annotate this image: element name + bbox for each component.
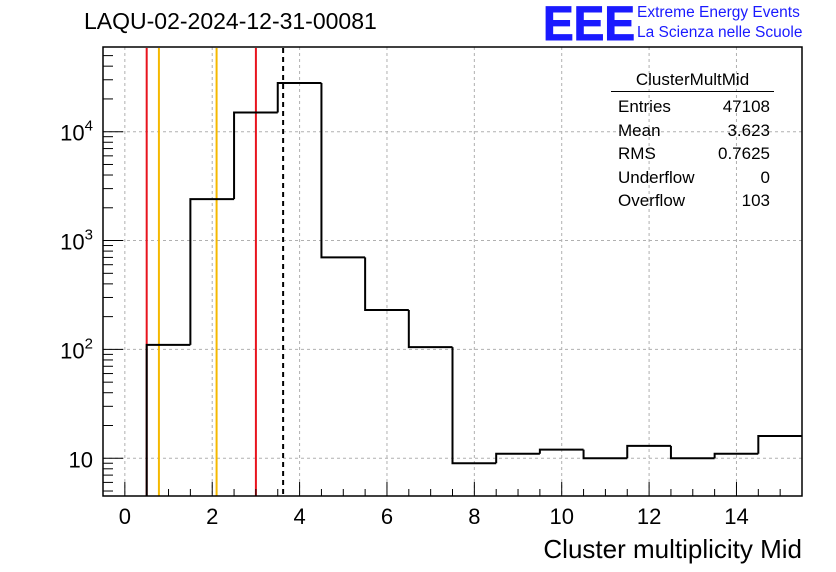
stats-row-mean: Mean 3.623 xyxy=(611,119,774,143)
x-tick-label: 4 xyxy=(293,504,305,529)
histogram-bin xyxy=(233,111,278,200)
histogram-bin xyxy=(451,347,497,465)
logo-line-2: La Scienza nelle Scuole xyxy=(637,24,803,41)
x-axis-label: Cluster multiplicity Mid xyxy=(543,534,802,564)
x-tick-label: 14 xyxy=(724,504,748,529)
stats-box-title: ClusterMultMid xyxy=(611,70,774,92)
histogram-bin xyxy=(757,435,802,454)
x-tick-label: 12 xyxy=(637,504,661,529)
chart-title: LAQU-02-2024-12-31-00081 xyxy=(84,8,377,34)
histogram-bin xyxy=(538,448,584,454)
stats-label: Mean xyxy=(618,120,661,140)
histogram-bin xyxy=(145,343,191,496)
histogram-bins xyxy=(145,82,802,496)
tick-labels: 0 2 4 6 8 10 12 14 10 102 103 104 xyxy=(60,118,749,529)
histogram-bin xyxy=(189,198,235,345)
x-tick-label: 2 xyxy=(206,504,218,529)
stats-row-rms: RMS 0.7625 xyxy=(611,142,774,166)
stats-label: Underflow xyxy=(618,167,695,187)
logo-line-1: Extreme Energy Events xyxy=(637,4,800,21)
histogram-bin xyxy=(626,444,671,459)
x-tick-label: 0 xyxy=(119,504,131,529)
stats-value: 47108 xyxy=(722,97,770,116)
histogram-bin xyxy=(276,82,322,113)
stats-value: 103 xyxy=(741,191,770,210)
y-tick-label: 103 xyxy=(60,227,93,255)
y-tick-label: 102 xyxy=(60,335,93,363)
histogram-bin xyxy=(669,445,715,460)
stats-row-entries: Entries 47108 xyxy=(611,95,774,119)
histogram-bin xyxy=(364,257,409,312)
y-tick-label: 104 xyxy=(60,118,93,146)
y-tick-label: 10 xyxy=(69,447,93,472)
stats-value: 0 xyxy=(760,167,770,187)
stats-row-underflow: Underflow 0 xyxy=(611,166,774,190)
histogram-bin xyxy=(407,310,453,349)
stats-label: RMS xyxy=(618,144,656,163)
eee-logo-mark: EEE xyxy=(543,0,635,46)
stats-label: Overflow xyxy=(618,191,686,210)
stats-value: 0.7625 xyxy=(718,144,770,163)
stats-label: Entries xyxy=(618,97,671,116)
stats-row-overflow: Overflow 103 xyxy=(611,189,774,213)
histogram-bin xyxy=(713,452,759,459)
x-tick-label: 10 xyxy=(549,504,573,529)
x-tick-label: 6 xyxy=(381,504,393,529)
stats-value: 3.623 xyxy=(727,120,770,140)
histogram-bin xyxy=(582,449,628,460)
axis-ticks xyxy=(102,46,803,496)
histogram-bin xyxy=(320,83,366,259)
histogram-bin xyxy=(495,452,540,464)
reference-lines xyxy=(145,48,285,496)
x-tick-label: 8 xyxy=(468,504,480,529)
stats-box: ClusterMultMid Entries 47108 Mean 3.623 … xyxy=(611,70,774,213)
eee-logo: EEE xyxy=(543,0,636,46)
